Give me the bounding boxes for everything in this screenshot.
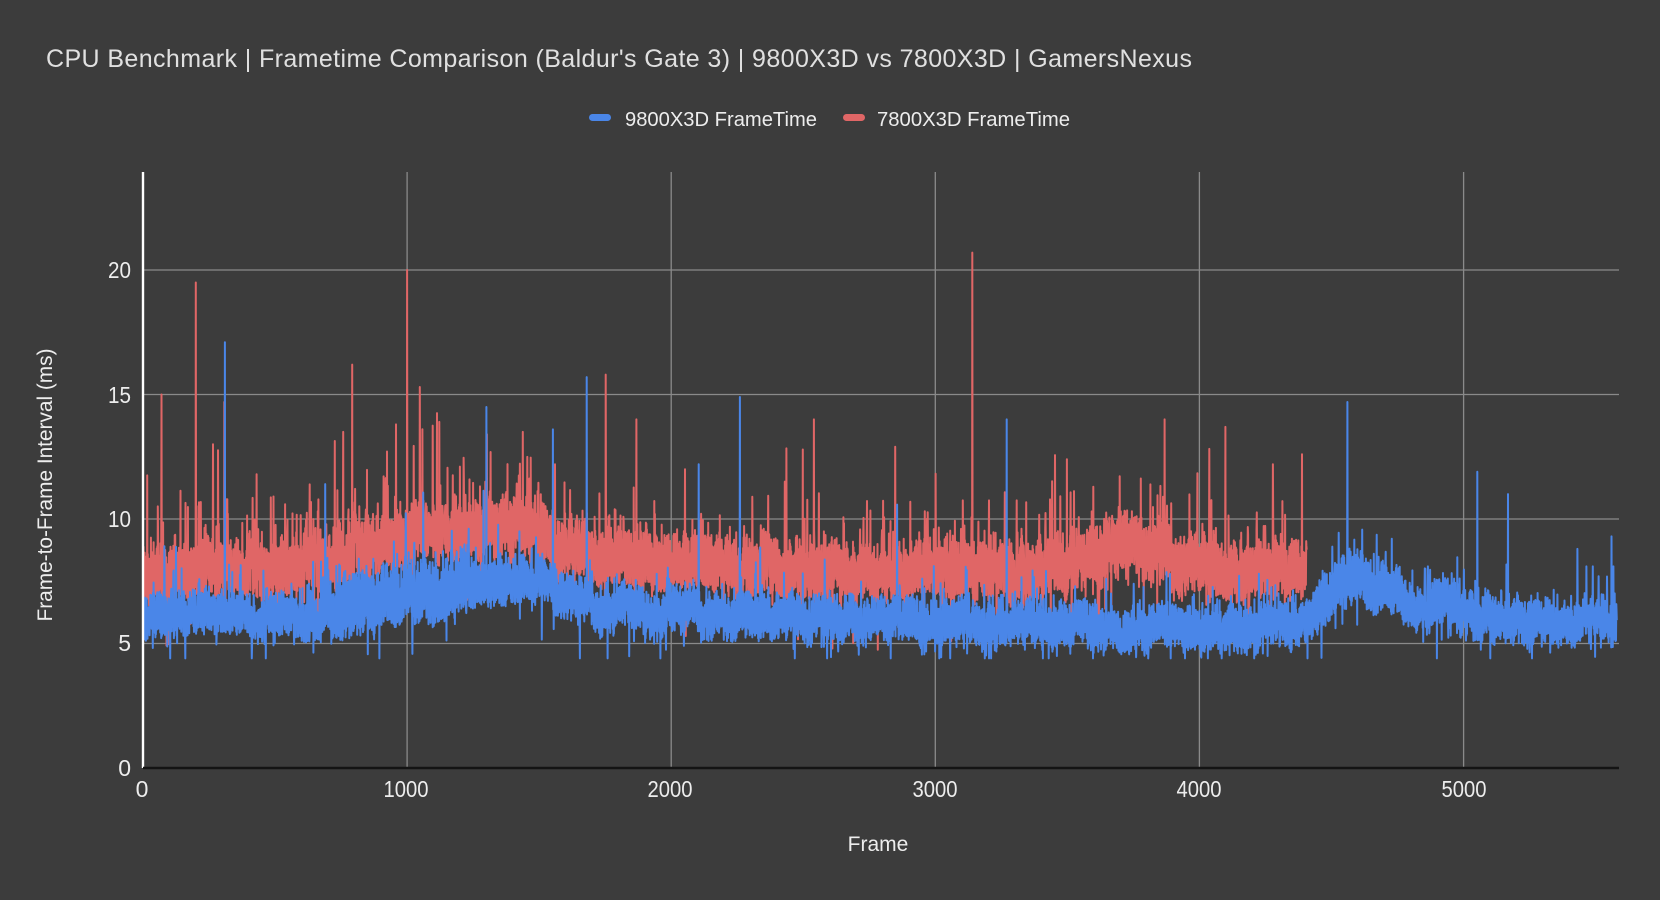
- svg-text:10: 10: [108, 506, 131, 532]
- svg-text:0: 0: [118, 755, 131, 781]
- svg-text:2000: 2000: [648, 776, 693, 802]
- svg-text:9800X3D FrameTime: 9800X3D FrameTime: [625, 109, 817, 131]
- svg-text:Frame-to-Frame Interval (ms): Frame-to-Frame Interval (ms): [34, 349, 57, 622]
- svg-text:3000: 3000: [913, 776, 958, 802]
- svg-text:Frame: Frame: [848, 833, 909, 856]
- svg-text:0: 0: [136, 776, 149, 802]
- svg-text:7800X3D FrameTime: 7800X3D FrameTime: [877, 109, 1070, 131]
- svg-text:5000: 5000: [1442, 776, 1487, 802]
- svg-text:15: 15: [108, 382, 131, 408]
- svg-text:20: 20: [108, 257, 131, 283]
- svg-text:CPU Benchmark | Frametime Comp: CPU Benchmark | Frametime Comparison (Ba…: [46, 45, 1192, 73]
- svg-text:5: 5: [118, 630, 131, 656]
- svg-text:1000: 1000: [384, 776, 429, 802]
- svg-text:4000: 4000: [1177, 776, 1222, 802]
